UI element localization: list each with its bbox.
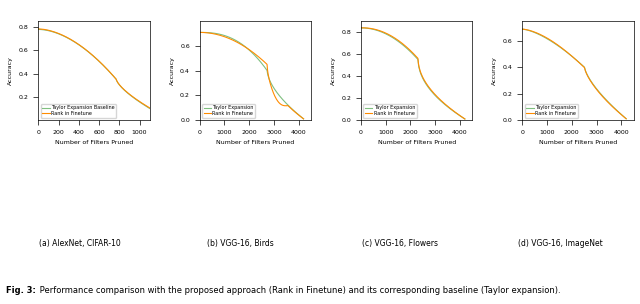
Taylor Expansion [200,31,208,34]
Rank in Finetune [518,27,526,31]
Taylor Expansion [523,28,531,32]
Text: Performance comparison with the proposed approach (Rank in Finetune) and its cor: Performance comparison with the proposed… [37,286,561,295]
Taylor Expansion [617,112,625,116]
Taylor Expansion Baseline [39,28,47,32]
Line: Rank in Finetune: Rank in Finetune [200,33,303,119]
Rank in Finetune [456,114,464,118]
Text: (b) VGG-16, Birds: (b) VGG-16, Birds [207,239,273,248]
Line: Rank in Finetune: Rank in Finetune [522,29,626,119]
Text: (d) VGG-16, ImageNet: (d) VGG-16, ImageNet [518,239,602,248]
Line: Rank in Finetune: Rank in Finetune [38,29,150,108]
Taylor Expansion Baseline [64,36,72,40]
Rank in Finetune [385,33,393,36]
Taylor Expansion [385,33,392,37]
Text: (c) VGG-16, Flowers: (c) VGG-16, Flowers [362,239,438,248]
Taylor Expansion [538,34,545,38]
Taylor Expansion [546,39,554,42]
Rank in Finetune [35,27,42,31]
Taylor Expansion [525,29,532,32]
Line: Taylor Expansion Baseline: Taylor Expansion Baseline [38,29,150,109]
Line: Taylor Expansion: Taylor Expansion [361,28,465,119]
Taylor Expansion [376,30,384,33]
Taylor Expansion [215,32,223,36]
Taylor Expansion [452,111,460,115]
Legend: Taylor Expansion Baseline, Rank in Finetune: Taylor Expansion Baseline, Rank in Finet… [41,104,116,118]
Rank in Finetune [196,31,204,34]
Rank in Finetune [538,33,545,37]
Rank in Finetune [362,26,369,30]
Rank in Finetune [200,31,208,34]
Line: Taylor Expansion: Taylor Expansion [522,29,626,119]
Taylor Expansion Baseline [140,103,148,107]
Rank in Finetune [41,28,49,31]
Rank in Finetune [359,26,367,30]
Taylor Expansion Baseline [55,32,63,36]
Text: (a) AlexNet, CIFAR-10: (a) AlexNet, CIFAR-10 [39,239,121,248]
Rank in Finetune [525,28,532,32]
Taylor Expansion [223,35,231,38]
Y-axis label: Accuracy: Accuracy [170,56,175,85]
Y-axis label: Accuracy: Accuracy [492,56,497,85]
Taylor Expansion [196,31,204,34]
Taylor Expansion [456,114,463,117]
Rank in Finetune [39,27,47,31]
X-axis label: Number of Filters Pruned: Number of Filters Pruned [55,140,133,145]
Rank in Finetune [364,26,372,30]
X-axis label: Number of Filters Pruned: Number of Filters Pruned [539,140,617,145]
Taylor Expansion [622,117,630,121]
X-axis label: Number of Filters Pruned: Number of Filters Pruned [378,140,456,145]
Rank in Finetune [140,103,148,106]
Y-axis label: Accuracy: Accuracy [331,56,336,85]
Rank in Finetune [452,111,460,115]
Rank in Finetune [357,26,365,30]
Rank in Finetune [136,100,144,104]
Taylor Expansion [357,26,365,30]
Taylor Expansion [300,117,307,121]
Taylor Expansion [202,31,210,34]
Rank in Finetune [614,109,621,113]
Taylor Expansion Baseline [146,107,154,110]
Rank in Finetune [546,38,554,42]
Y-axis label: Accuracy: Accuracy [8,56,13,85]
Rank in Finetune [223,36,231,40]
Rank in Finetune [64,36,72,40]
Rank in Finetune [377,29,385,33]
Rank in Finetune [461,117,468,121]
Rank in Finetune [215,33,223,37]
Line: Rank in Finetune: Rank in Finetune [361,28,465,119]
Taylor Expansion [362,26,369,30]
Legend: Taylor Expansion, Rank in Finetune: Taylor Expansion, Rank in Finetune [364,104,417,118]
Rank in Finetune [294,113,302,117]
Rank in Finetune [202,31,210,34]
Rank in Finetune [300,117,307,121]
Rank in Finetune [146,106,154,110]
Taylor Expansion [364,26,371,30]
Rank in Finetune [55,32,63,36]
Taylor Expansion [294,113,302,116]
Text: Fig. 3:: Fig. 3: [6,286,36,295]
Taylor Expansion [461,117,468,121]
Taylor Expansion [291,109,298,113]
Rank in Finetune [291,110,298,114]
Rank in Finetune [622,117,630,121]
Taylor Expansion [614,109,621,113]
Taylor Expansion Baseline [41,28,49,32]
Legend: Taylor Expansion, Rank in Finetune: Taylor Expansion, Rank in Finetune [202,104,255,118]
Taylor Expansion [518,27,526,31]
X-axis label: Number of Filters Pruned: Number of Filters Pruned [216,140,294,145]
Legend: Taylor Expansion, Rank in Finetune: Taylor Expansion, Rank in Finetune [525,104,578,118]
Line: Taylor Expansion: Taylor Expansion [200,33,303,119]
Rank in Finetune [617,112,625,116]
Taylor Expansion Baseline [35,28,42,31]
Rank in Finetune [523,28,531,32]
Taylor Expansion Baseline [136,101,144,104]
